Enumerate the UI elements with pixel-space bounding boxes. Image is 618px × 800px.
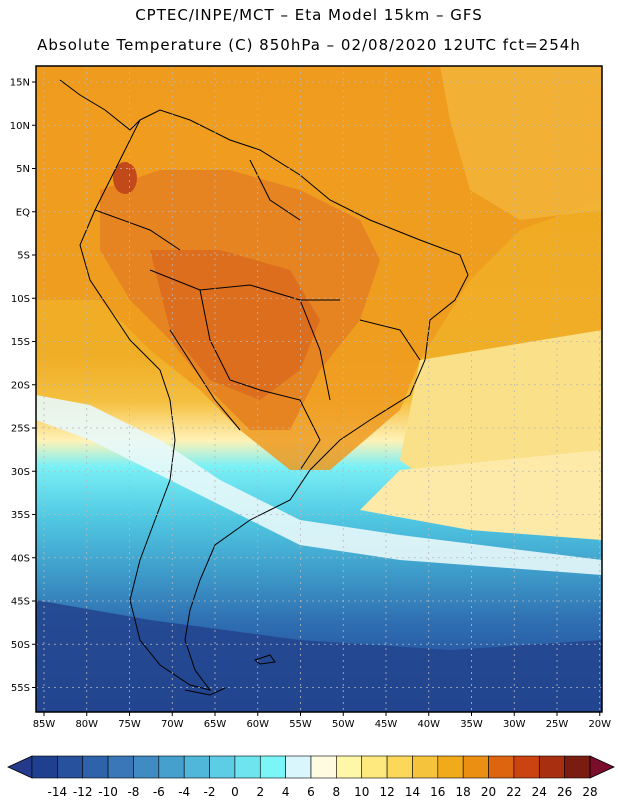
colorbar-swatch (107, 755, 134, 779)
colorbar-tick-label: 8 (333, 785, 341, 799)
colorbar-swatch (285, 755, 312, 779)
colorbar-tick-label: 0 (231, 785, 239, 799)
lon-label: 30W (503, 719, 526, 730)
colorbar-tick-label: 12 (379, 785, 394, 799)
colorbar-swatch (386, 755, 413, 779)
colorbar-under-arrow (7, 755, 33, 779)
lat-label: 10N (10, 121, 30, 132)
colorbar-tick-label: 20 (481, 785, 496, 799)
lat-label: 55S (11, 683, 30, 694)
colorbar-swatch (513, 755, 540, 779)
colorbar-tick-label: -12 (73, 785, 93, 799)
lat-label: 35S (11, 510, 30, 521)
colorbar-swatch (412, 755, 439, 779)
colorbar-swatch (57, 755, 84, 779)
title-line-1: CPTEC/INPE/MCT – Eta Model 15km – GFS (135, 6, 483, 24)
map-frame (35, 65, 603, 713)
colorbar-swatch (259, 755, 286, 779)
colorbar-tick-label: -14 (48, 785, 68, 799)
colorbar-tick-label: 18 (456, 785, 471, 799)
colorbar-tick-label: 4 (282, 785, 290, 799)
coastlines (59, 79, 469, 696)
lon-label: 80W (75, 719, 98, 730)
colorbar-tick-label: 6 (307, 785, 315, 799)
lon-label: 45W (375, 719, 398, 730)
colorbar-swatch (158, 755, 185, 779)
temperature-field (36, 66, 602, 712)
lat-label: 20S (11, 380, 30, 391)
colorbar-tick-label: -2 (204, 785, 216, 799)
colorbar-tick-label: 2 (256, 785, 264, 799)
colorbar-swatch (538, 755, 565, 779)
colorbar-swatch (82, 755, 109, 779)
lat-label: 15N (10, 78, 30, 89)
colorbar-tick-label: -10 (98, 785, 118, 799)
colorbar-tick-label: 22 (506, 785, 521, 799)
lon-label: 75W (118, 719, 141, 730)
colorbar-swatch (462, 755, 489, 779)
latitude-labels: 15N 10N 5N EQ 5S 10S 15S 20S 25S 30S 35S 40S 45S 50S 5… (10, 78, 36, 694)
colorbar-swatch (209, 755, 236, 779)
colorbar-swatch (564, 755, 591, 779)
lat-label: 50S (11, 640, 30, 651)
lat-label: 5S (17, 251, 30, 262)
lon-label: 25W (546, 719, 569, 730)
colorbar-swatch (361, 755, 388, 779)
colorbar-swatch (437, 755, 464, 779)
lon-label: 65W (204, 719, 227, 730)
lon-label: 20W (588, 719, 611, 730)
lat-label: 25S (11, 424, 30, 435)
lon-label: 70W (161, 719, 184, 730)
lat-label: 10S (11, 294, 30, 305)
colorbar-over-arrow (589, 755, 615, 779)
colorbar-tick-label: 24 (532, 785, 547, 799)
lon-label: 35W (460, 719, 483, 730)
lon-label: 50W (332, 719, 355, 730)
colorbar-tick-label: 14 (405, 785, 420, 799)
lon-label: 40W (417, 719, 440, 730)
lat-label: 40S (11, 553, 30, 564)
lat-label: 5N (16, 164, 30, 175)
colorbar-tick-label: 26 (557, 785, 572, 799)
colorbar-tick-label: 16 (430, 785, 445, 799)
colorbar-tick-label: 10 (354, 785, 369, 799)
title-line-2: Absolute Temperature (C) 850hPa – 02/08/… (37, 36, 581, 54)
lat-label: 15S (11, 337, 30, 348)
lat-label: EQ (16, 207, 30, 218)
longitude-labels: 85W 80W 75W 70W 65W 60W 55W 50W 45W 40W 35W 30W 25W 2… (33, 712, 611, 730)
colorbar-swatch (310, 755, 337, 779)
colorbar-swatch (183, 755, 210, 779)
lon-label: 55W (289, 719, 312, 730)
colorbar-tick-label: 28 (582, 785, 597, 799)
lon-label: 60W (246, 719, 269, 730)
colorbar-swatch (133, 755, 160, 779)
colorbar-swatch (336, 755, 363, 779)
colorbar-swatch (31, 755, 58, 779)
colorbar-tick-label: -6 (153, 785, 165, 799)
colorbar-swatch (488, 755, 515, 779)
lon-label: 85W (33, 719, 56, 730)
graticule (36, 66, 602, 712)
colorbar-tick-label: -4 (178, 785, 190, 799)
colorbar (7, 755, 615, 779)
lat-label: 45S (11, 597, 30, 608)
colorbar-swatch (234, 755, 261, 779)
colorbar-tick-label: -8 (127, 785, 139, 799)
lat-label: 30S (11, 467, 30, 478)
colorbar-labels: -14 -12 -10 -8 -6 -4 -2 0 2 4 6 8 10 12 14 16 18 20 22 24 26… (48, 785, 598, 799)
